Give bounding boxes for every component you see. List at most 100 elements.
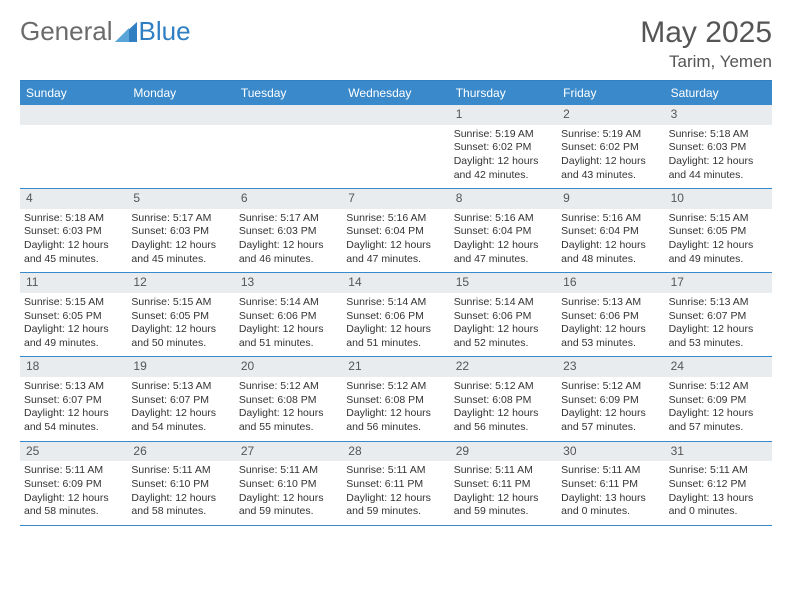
sunrise-line: Sunrise: 5:11 AM — [346, 464, 445, 478]
sunrise-line: Sunrise: 5:17 AM — [131, 212, 230, 226]
sunrise-line: Sunrise: 5:12 AM — [669, 380, 768, 394]
sunrise-line: Sunrise: 5:11 AM — [454, 464, 553, 478]
sunset-line: Sunset: 6:08 PM — [346, 394, 445, 408]
day-number: 12 — [127, 273, 234, 293]
day-number: 10 — [665, 189, 772, 209]
month-title: May 2025 — [640, 16, 772, 50]
daylight-line: Daylight: 12 hours and 52 minutes. — [454, 323, 553, 350]
day-cell — [127, 105, 234, 188]
day-cell: 18Sunrise: 5:13 AMSunset: 6:07 PMDayligh… — [20, 357, 127, 440]
day-number: 28 — [342, 442, 449, 462]
day-cell: 17Sunrise: 5:13 AMSunset: 6:07 PMDayligh… — [665, 273, 772, 356]
daylight-line: Daylight: 13 hours and 0 minutes. — [561, 492, 660, 519]
day-cell: 25Sunrise: 5:11 AMSunset: 6:09 PMDayligh… — [20, 442, 127, 525]
day-number: 20 — [235, 357, 342, 377]
sunset-line: Sunset: 6:10 PM — [239, 478, 338, 492]
sunrise-line: Sunrise: 5:18 AM — [24, 212, 123, 226]
sunset-line: Sunset: 6:06 PM — [239, 310, 338, 324]
daylight-line: Daylight: 12 hours and 59 minutes. — [454, 492, 553, 519]
daylight-line: Daylight: 12 hours and 53 minutes. — [561, 323, 660, 350]
sunset-line: Sunset: 6:03 PM — [669, 141, 768, 155]
sunset-line: Sunset: 6:11 PM — [454, 478, 553, 492]
day-number: 17 — [665, 273, 772, 293]
day-cell: 29Sunrise: 5:11 AMSunset: 6:11 PMDayligh… — [450, 442, 557, 525]
daylight-line: Daylight: 12 hours and 57 minutes. — [561, 407, 660, 434]
day-number: 7 — [342, 189, 449, 209]
day-number — [127, 105, 234, 125]
day-cell — [235, 105, 342, 188]
sunrise-line: Sunrise: 5:11 AM — [131, 464, 230, 478]
daylight-line: Daylight: 12 hours and 42 minutes. — [454, 155, 553, 182]
day-number: 15 — [450, 273, 557, 293]
sunrise-line: Sunrise: 5:17 AM — [239, 212, 338, 226]
logo: General Blue — [20, 16, 191, 47]
daylight-line: Daylight: 13 hours and 0 minutes. — [669, 492, 768, 519]
day-number: 31 — [665, 442, 772, 462]
daylight-line: Daylight: 12 hours and 46 minutes. — [239, 239, 338, 266]
sunset-line: Sunset: 6:04 PM — [346, 225, 445, 239]
day-number: 4 — [20, 189, 127, 209]
sunset-line: Sunset: 6:03 PM — [24, 225, 123, 239]
sunrise-line: Sunrise: 5:12 AM — [454, 380, 553, 394]
sunrise-line: Sunrise: 5:13 AM — [561, 296, 660, 310]
sunrise-line: Sunrise: 5:13 AM — [131, 380, 230, 394]
day-of-week-header: Sunday — [20, 81, 127, 105]
day-number — [20, 105, 127, 125]
sunset-line: Sunset: 6:02 PM — [454, 141, 553, 155]
day-cell: 13Sunrise: 5:14 AMSunset: 6:06 PMDayligh… — [235, 273, 342, 356]
daylight-line: Daylight: 12 hours and 45 minutes. — [24, 239, 123, 266]
day-number: 24 — [665, 357, 772, 377]
day-number: 23 — [557, 357, 664, 377]
day-of-week-header: Monday — [127, 81, 234, 105]
day-number: 5 — [127, 189, 234, 209]
day-cell: 2Sunrise: 5:19 AMSunset: 6:02 PMDaylight… — [557, 105, 664, 188]
daylight-line: Daylight: 12 hours and 49 minutes. — [24, 323, 123, 350]
day-number: 13 — [235, 273, 342, 293]
day-of-week-header: Friday — [557, 81, 664, 105]
day-number: 8 — [450, 189, 557, 209]
day-of-week-header: Wednesday — [342, 81, 449, 105]
sunset-line: Sunset: 6:04 PM — [454, 225, 553, 239]
daylight-line: Daylight: 12 hours and 47 minutes. — [454, 239, 553, 266]
daylight-line: Daylight: 12 hours and 58 minutes. — [131, 492, 230, 519]
sunset-line: Sunset: 6:04 PM — [561, 225, 660, 239]
sunset-line: Sunset: 6:05 PM — [24, 310, 123, 324]
sunrise-line: Sunrise: 5:16 AM — [346, 212, 445, 226]
day-cell: 3Sunrise: 5:18 AMSunset: 6:03 PMDaylight… — [665, 105, 772, 188]
day-of-week-header: Tuesday — [235, 81, 342, 105]
day-cell: 12Sunrise: 5:15 AMSunset: 6:05 PMDayligh… — [127, 273, 234, 356]
sunrise-line: Sunrise: 5:15 AM — [24, 296, 123, 310]
sunset-line: Sunset: 6:07 PM — [669, 310, 768, 324]
day-cell: 19Sunrise: 5:13 AMSunset: 6:07 PMDayligh… — [127, 357, 234, 440]
day-number: 18 — [20, 357, 127, 377]
day-number: 1 — [450, 105, 557, 125]
day-cell: 28Sunrise: 5:11 AMSunset: 6:11 PMDayligh… — [342, 442, 449, 525]
title-block: May 2025 Tarim, Yemen — [640, 16, 772, 72]
day-cell: 4 Sunrise: 5:18 AMSunset: 6:03 PMDaylight… — [20, 189, 127, 272]
day-number: 30 — [557, 442, 664, 462]
sunset-line: Sunset: 6:02 PM — [561, 141, 660, 155]
day-number: 25 — [20, 442, 127, 462]
day-number: 3 — [665, 105, 772, 125]
day-cell: 9Sunrise: 5:16 AMSunset: 6:04 PMDaylight… — [557, 189, 664, 272]
sunset-line: Sunset: 6:07 PM — [131, 394, 230, 408]
day-cell: 30Sunrise: 5:11 AMSunset: 6:11 PMDayligh… — [557, 442, 664, 525]
logo-text-2: Blue — [139, 16, 191, 47]
day-cell: 8 Sunrise: 5:16 AMSunset: 6:04 PMDaylight… — [450, 189, 557, 272]
daylight-line: Daylight: 12 hours and 49 minutes. — [669, 239, 768, 266]
week-row: 1Sunrise: 5:19 AMSunset: 6:02 PMDaylight… — [20, 105, 772, 189]
sunrise-line: Sunrise: 5:16 AM — [454, 212, 553, 226]
day-cell: 22Sunrise: 5:12 AMSunset: 6:08 PMDayligh… — [450, 357, 557, 440]
day-of-week-header: Thursday — [450, 81, 557, 105]
daylight-line: Daylight: 12 hours and 45 minutes. — [131, 239, 230, 266]
sunset-line: Sunset: 6:09 PM — [24, 478, 123, 492]
sunrise-line: Sunrise: 5:12 AM — [346, 380, 445, 394]
daylight-line: Daylight: 12 hours and 56 minutes. — [454, 407, 553, 434]
header: General Blue May 2025 Tarim, Yemen — [20, 16, 772, 72]
sunset-line: Sunset: 6:06 PM — [346, 310, 445, 324]
day-number: 14 — [342, 273, 449, 293]
logo-text-1: General — [20, 16, 113, 47]
day-number: 26 — [127, 442, 234, 462]
daylight-line: Daylight: 12 hours and 59 minutes. — [239, 492, 338, 519]
daylight-line: Daylight: 12 hours and 53 minutes. — [669, 323, 768, 350]
